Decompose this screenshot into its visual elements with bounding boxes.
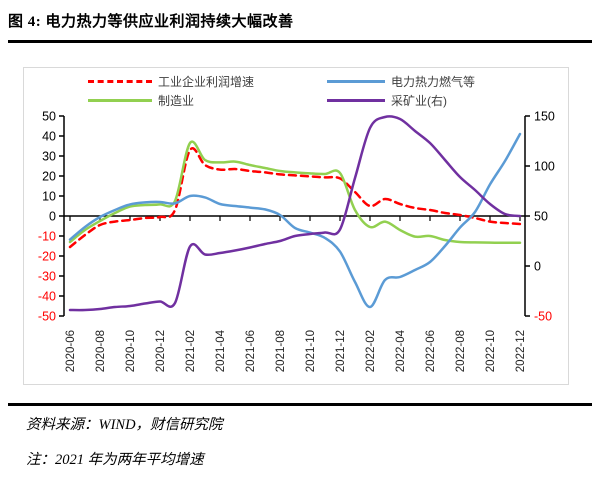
x-axis-tick-label: 2021-08 xyxy=(275,330,287,372)
figure-title: 图 4: 电力热力等供应业利润持续大幅改善 xyxy=(8,14,294,30)
chart-area: 50 40 30 20 10 0 -10 -20 -30 -40 -50 150 100 50 0 -50 20… xyxy=(23,67,569,385)
x-axis-tick-label: 2020-08 xyxy=(95,330,107,372)
x-axis-tick-label: 2021-12 xyxy=(335,330,347,372)
series-line-3 xyxy=(68,115,522,312)
right-axis-tick-label: 50 xyxy=(534,210,548,224)
line-chart: 50403020100-10-20-30-40-50150100500-5020… xyxy=(38,110,555,373)
left-axis-tick-label: 40 xyxy=(42,130,56,144)
x-axis-tick-label: 2021-02 xyxy=(185,330,197,372)
x-axis-tick-label: 2020-06 xyxy=(65,330,77,372)
x-axis-tick-label: 2022-04 xyxy=(395,329,407,372)
legend-item-industrial-profit: 工业企业利润增速 xyxy=(88,73,254,90)
legend-item-manufacturing: 制造业 xyxy=(88,92,194,109)
legend-line-sample-purple xyxy=(327,99,385,102)
left-axis-tick-label: 50 xyxy=(42,110,56,124)
series-line-0 xyxy=(68,147,522,249)
x-axis-tick-label: 2022-08 xyxy=(455,330,467,372)
left-axis-tick-label: -20 xyxy=(38,250,56,264)
x-axis-tick-label: 2022-12 xyxy=(515,330,527,372)
legend-line-sample-blue xyxy=(327,80,385,83)
x-axis-tick-label: 2022-06 xyxy=(425,330,437,372)
right-axis-tick-label: -50 xyxy=(534,310,552,324)
title-divider xyxy=(8,40,592,43)
left-axis-tick-label: 20 xyxy=(42,170,56,184)
x-axis-tick-label: 2021-04 xyxy=(215,329,227,372)
left-axis-tick-label: -50 xyxy=(38,310,56,324)
legend-label: 电力热力燃气等 xyxy=(391,75,476,89)
x-axis-tick-label: 2021-10 xyxy=(305,330,317,372)
series-line-1 xyxy=(68,140,522,245)
left-axis-tick-label: 10 xyxy=(42,190,56,204)
right-axis-tick-label: 100 xyxy=(534,160,555,174)
x-axis-tick-label: 2020-10 xyxy=(125,330,137,372)
footer-divider xyxy=(8,403,592,406)
legend-label: 制造业 xyxy=(158,94,195,108)
x-axis-tick-label: 2022-02 xyxy=(365,330,377,372)
x-axis-tick-label: 2021-06 xyxy=(245,330,257,372)
legend-item-mining: 采矿业(右) xyxy=(327,92,447,109)
legend-item-utilities: 电力热力燃气等 xyxy=(327,73,475,90)
right-axis-tick-label: 150 xyxy=(534,110,555,124)
right-axis-tick-label: 0 xyxy=(534,260,541,274)
left-axis-tick-label: 30 xyxy=(42,150,56,164)
series-line-2 xyxy=(68,132,522,309)
left-axis-tick-label: 0 xyxy=(49,210,56,224)
left-axis-tick-label: -30 xyxy=(38,270,56,284)
source-text: 资料来源：WIND，财信研究院 xyxy=(26,417,223,433)
legend-label: 采矿业(右) xyxy=(391,94,447,108)
legend-label: 工业企业利润增速 xyxy=(158,75,255,89)
left-axis-tick-label: -10 xyxy=(38,230,56,244)
legend-line-sample-green xyxy=(88,99,152,102)
x-axis-tick-label: 2020-12 xyxy=(155,330,167,372)
note-text: 注：2021 年为两年平均增速 xyxy=(26,452,204,468)
x-axis-tick-label: 2022-10 xyxy=(485,330,497,372)
legend-line-sample-red-dashed xyxy=(88,80,152,83)
left-axis-tick-label: -40 xyxy=(38,290,56,304)
